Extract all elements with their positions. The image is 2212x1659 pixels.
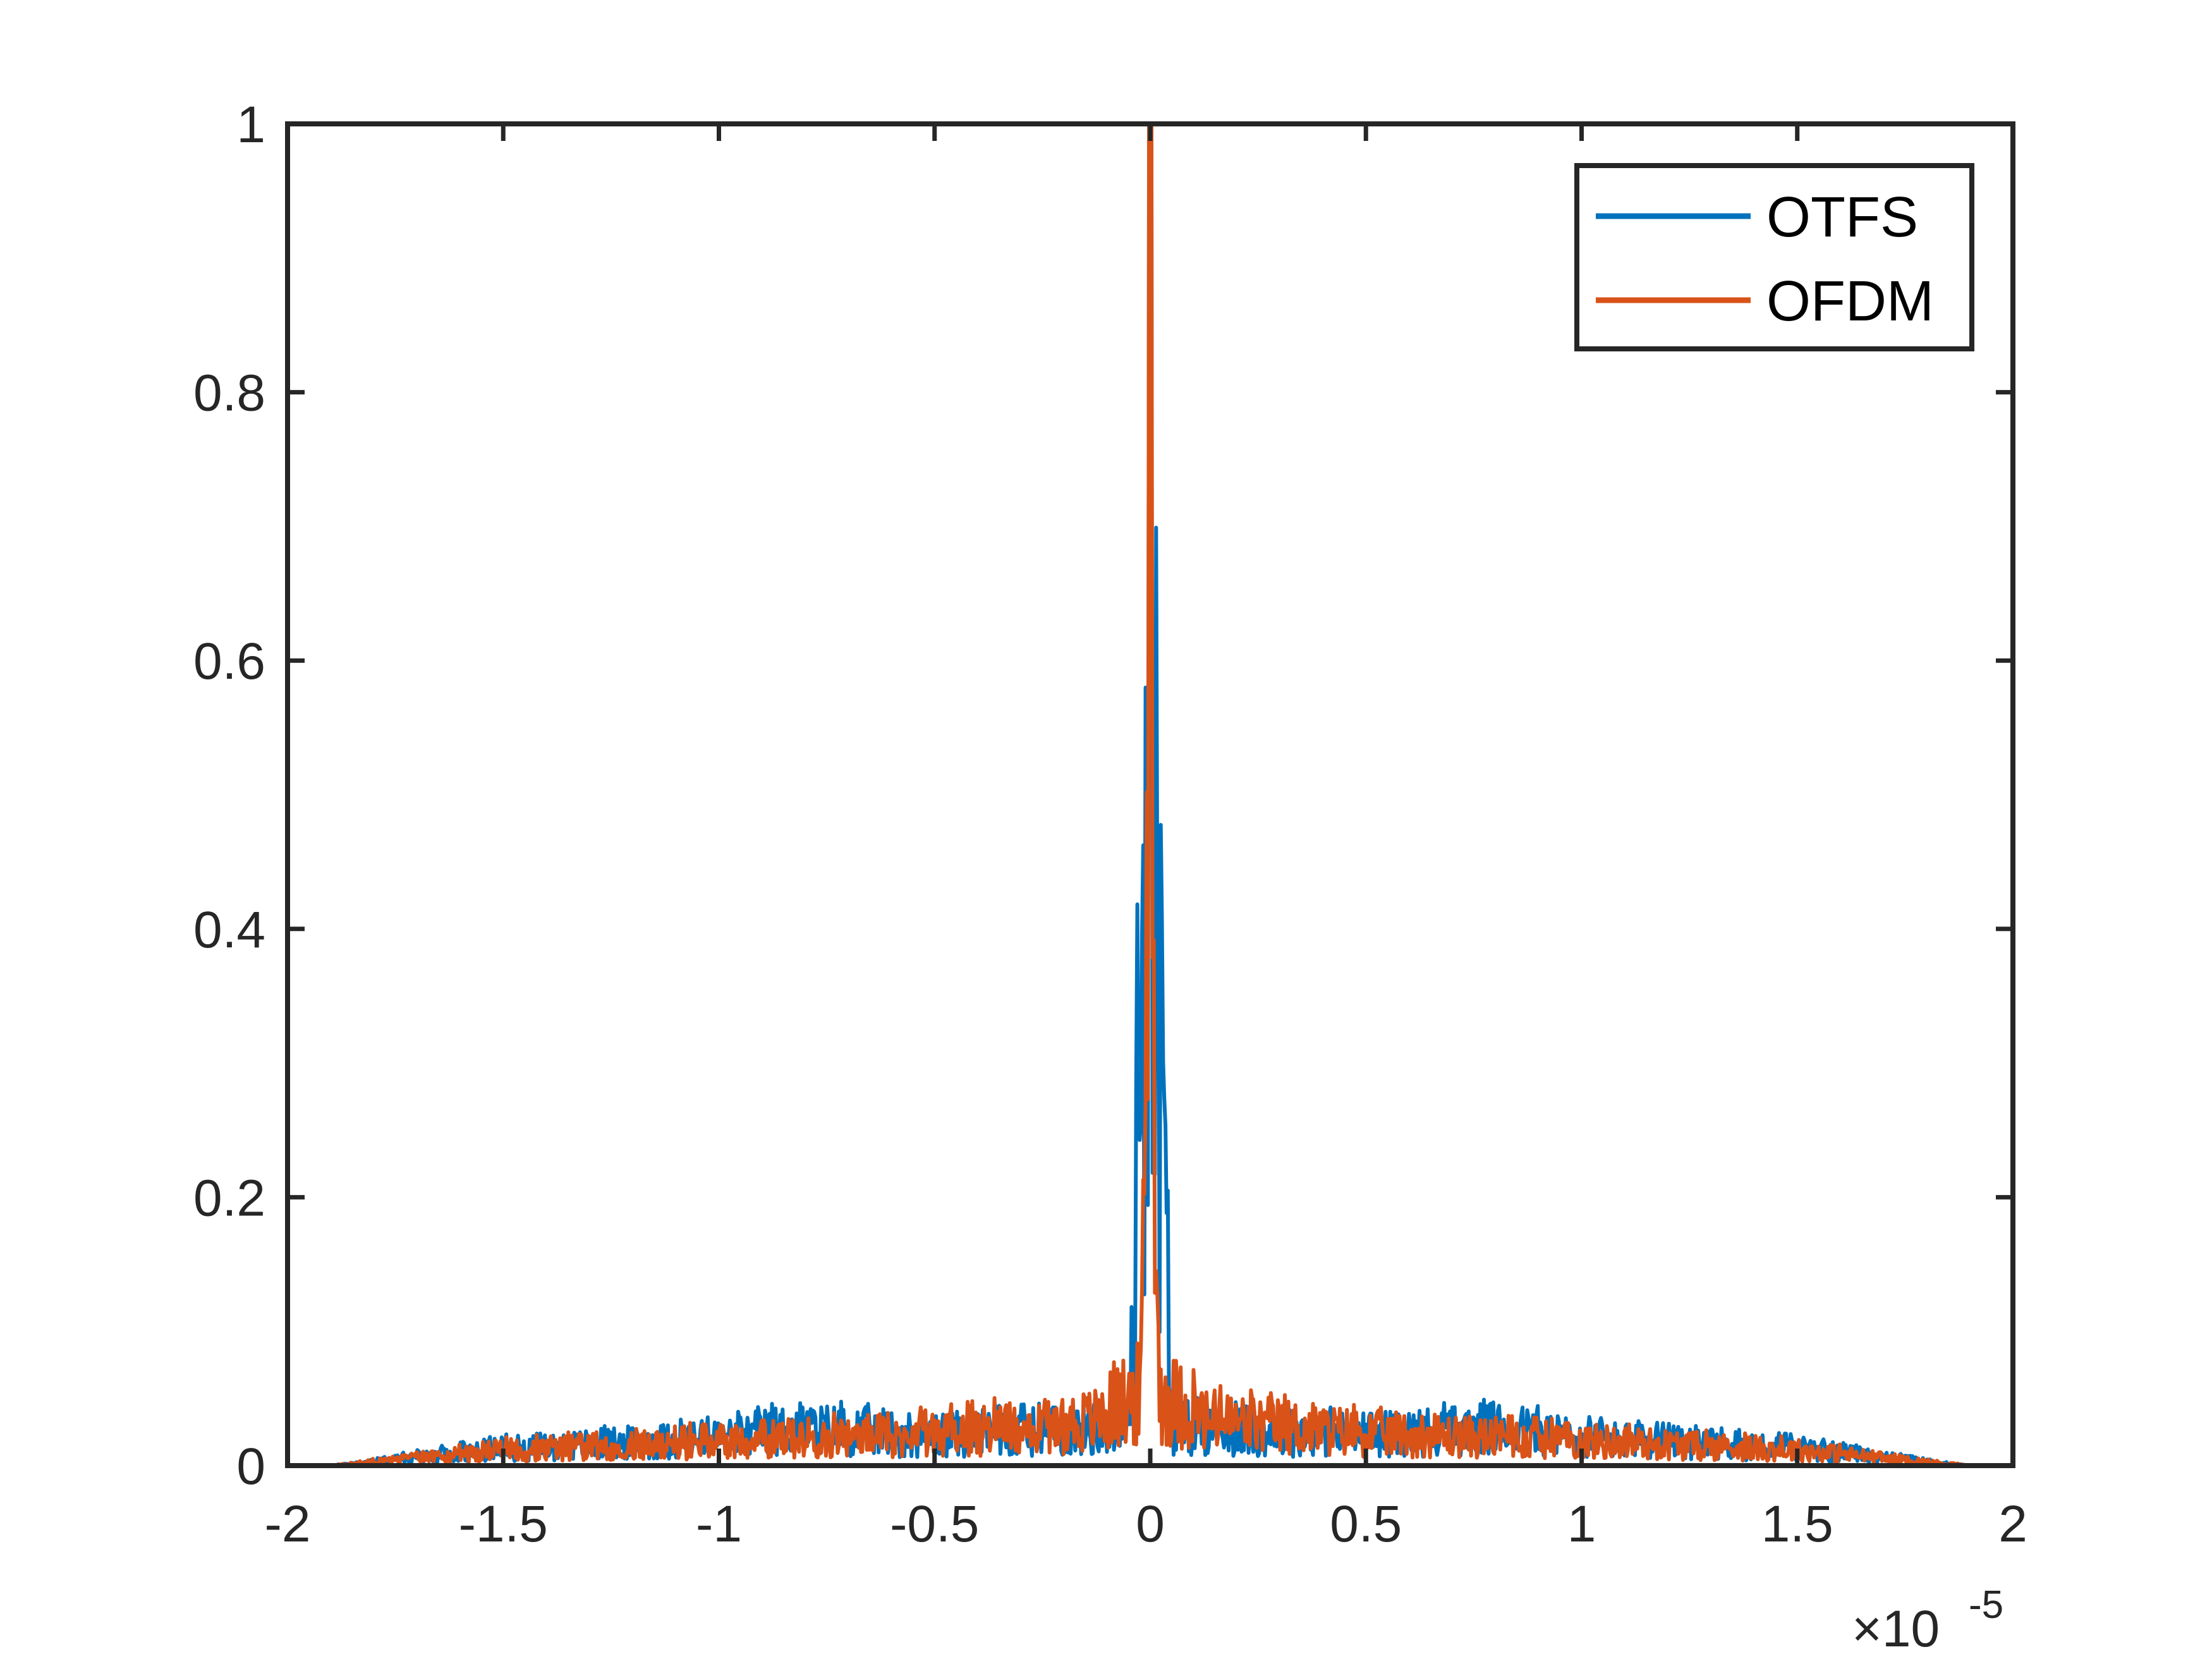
x-tick-label: -2 — [265, 1495, 311, 1553]
x-tick-label: -1 — [696, 1495, 742, 1553]
x-tick-label: 0.5 — [1330, 1495, 1402, 1553]
y-tick-label: 0.6 — [193, 633, 265, 690]
y-tick-label: 0.4 — [193, 901, 265, 959]
legend-label-ofdm: OFDM — [1766, 270, 1934, 333]
legend-label-otfs: OTFS — [1766, 186, 1918, 249]
legend-box — [1574, 163, 1974, 351]
x-tick-label: -1.5 — [459, 1495, 548, 1553]
y-tick-label: 1 — [236, 96, 265, 154]
x-exponent-power: -5 — [1969, 1583, 2003, 1627]
y-tick-label: 0.2 — [193, 1169, 265, 1227]
tick-layer: -2 -1.5 -1 -0.5 0 0.5 1 1.5 2 0 0.2 0.4 0.6 0.8 1 — [193, 96, 2027, 1553]
x-tick-label: 2 — [1998, 1495, 2027, 1553]
x-tick-label: -0.5 — [890, 1495, 979, 1553]
x-exponent-prefix: ×10 — [1852, 1600, 1940, 1658]
x-exponent-label: ×10 -5 — [1852, 1583, 2003, 1658]
legend: OTFS OFDM — [1574, 163, 1974, 351]
x-tick-label: 0 — [1136, 1495, 1165, 1553]
x-tick-label: 1 — [1567, 1495, 1596, 1553]
x-tick-label: 1.5 — [1761, 1495, 1833, 1553]
y-tick-label: 0.8 — [193, 365, 265, 422]
y-tick-label: 0 — [236, 1438, 265, 1495]
